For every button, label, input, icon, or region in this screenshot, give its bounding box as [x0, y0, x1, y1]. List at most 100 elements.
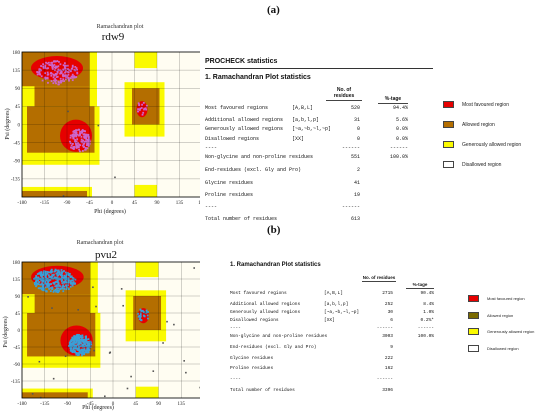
- legend-item: Most favoured region: [443, 101, 509, 108]
- residue-point: [50, 287, 52, 289]
- residue-point: [139, 308, 142, 311]
- residue-point: [62, 277, 65, 279]
- residue-point: [143, 107, 146, 110]
- residue-point: [73, 68, 76, 71]
- residue-point: [76, 133, 79, 136]
- residue-point: [38, 71, 41, 74]
- residue-point: [71, 276, 74, 279]
- residue-point: [72, 339, 74, 342]
- residue-point: [49, 290, 52, 293]
- residue-point: [47, 81, 49, 84]
- residue-point: [57, 282, 60, 285]
- residue-point: [78, 336, 81, 339]
- residue-point: [73, 340, 76, 342]
- residue-point: [67, 71, 70, 74]
- residue-point: [47, 274, 50, 277]
- y-tick-label: 135: [13, 278, 21, 283]
- x-tick-label: 135: [176, 201, 184, 206]
- residue-point: [60, 278, 63, 281]
- stats-row-code: [XX]: [292, 135, 305, 142]
- residue-point: [65, 278, 68, 281]
- residue-point: [83, 342, 86, 345]
- residue-point: [80, 130, 83, 133]
- residue-point: [78, 148, 81, 151]
- residue-point: [88, 138, 91, 141]
- residue-point: [86, 141, 89, 144]
- y-tick-label: 0: [18, 123, 21, 128]
- plot-frame: [21, 261, 200, 399]
- residue-point: [68, 78, 70, 81]
- legend-swatch: [468, 344, 479, 352]
- residue-point: [43, 76, 46, 79]
- residue-point: [65, 281, 68, 284]
- residue-point: [82, 353, 85, 355]
- residue-point: [63, 281, 65, 284]
- stats-a-col-pct-label: %-tage: [384, 96, 402, 102]
- residue-point: [56, 60, 59, 62]
- stats-row-pct: 8.4%: [423, 301, 434, 307]
- residue-point: [35, 285, 37, 288]
- x-tick-label: -180: [17, 402, 27, 407]
- residue-point: [85, 341, 88, 343]
- legend-label: Generously allowed region: [487, 329, 535, 334]
- residue-point: [58, 278, 61, 281]
- residue-point: [89, 341, 92, 344]
- residue-point: [49, 276, 52, 279]
- residue-point-stray: [39, 396, 42, 399]
- residue-point: [59, 63, 62, 66]
- residue-point: [64, 78, 67, 81]
- panel-b-letter: (b): [267, 224, 281, 236]
- residue-point: [67, 284, 69, 287]
- residue-point: [53, 79, 55, 82]
- residue-point: [81, 144, 84, 147]
- residue-point: [75, 347, 78, 350]
- stats-row-count: 41: [353, 179, 360, 186]
- residue-point-stray: [64, 355, 67, 358]
- residue-point: [72, 341, 75, 344]
- x-tick-label: -180: [17, 201, 27, 206]
- x-tick-label: -135: [40, 402, 50, 407]
- y-tick-label: 90: [15, 87, 21, 92]
- residue-point: [75, 146, 78, 149]
- residue-point: [141, 113, 144, 116]
- legend-swatch: [443, 121, 454, 128]
- residue-point: [137, 102, 140, 105]
- y-tick-label: -45: [13, 346, 20, 351]
- stats-row-count: 30: [387, 309, 393, 315]
- residue-point: [37, 272, 40, 275]
- residue-point: [61, 278, 64, 281]
- residue-point: [58, 273, 61, 276]
- residue-point: [54, 276, 57, 279]
- residue-point: [70, 338, 73, 341]
- residue-point: [74, 278, 77, 281]
- plot-a-ylabel: Psi (degrees): [4, 108, 11, 139]
- residue-point: [70, 75, 73, 78]
- residue-point: [77, 352, 80, 354]
- residue-point: [42, 285, 45, 288]
- residue-point: [67, 73, 70, 76]
- residue-point: [89, 342, 91, 345]
- residue-point: [34, 277, 37, 280]
- stats-row-count: 31: [353, 117, 360, 124]
- residue-point: [44, 64, 47, 67]
- residue-point: [44, 274, 47, 277]
- residue-point: [65, 69, 67, 72]
- allowed-region-beta-low: [34, 294, 91, 313]
- residue-point: [138, 314, 141, 317]
- residue-point: [52, 76, 55, 79]
- residue-point: [61, 286, 64, 289]
- residue-point: [86, 346, 89, 349]
- residue-point: [64, 271, 67, 274]
- legend-swatch: [443, 101, 454, 108]
- residue-point: [55, 82, 57, 85]
- residue-point: [43, 270, 46, 273]
- residue-point: [37, 283, 40, 286]
- residue-point: [52, 282, 55, 284]
- residue-point: [78, 337, 81, 340]
- y-tick-label: 180: [13, 51, 21, 56]
- residue-point: [76, 138, 79, 141]
- generous-region-top-right: [134, 52, 157, 69]
- residue-point: [80, 348, 83, 351]
- y-tick-label: -135: [11, 178, 21, 183]
- y-tick-label: -90: [13, 160, 20, 165]
